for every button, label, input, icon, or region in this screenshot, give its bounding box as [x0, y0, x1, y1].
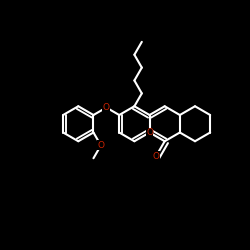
Text: O: O — [103, 103, 110, 112]
Text: O: O — [146, 128, 153, 137]
Text: O: O — [98, 141, 104, 150]
Text: O: O — [152, 152, 160, 161]
